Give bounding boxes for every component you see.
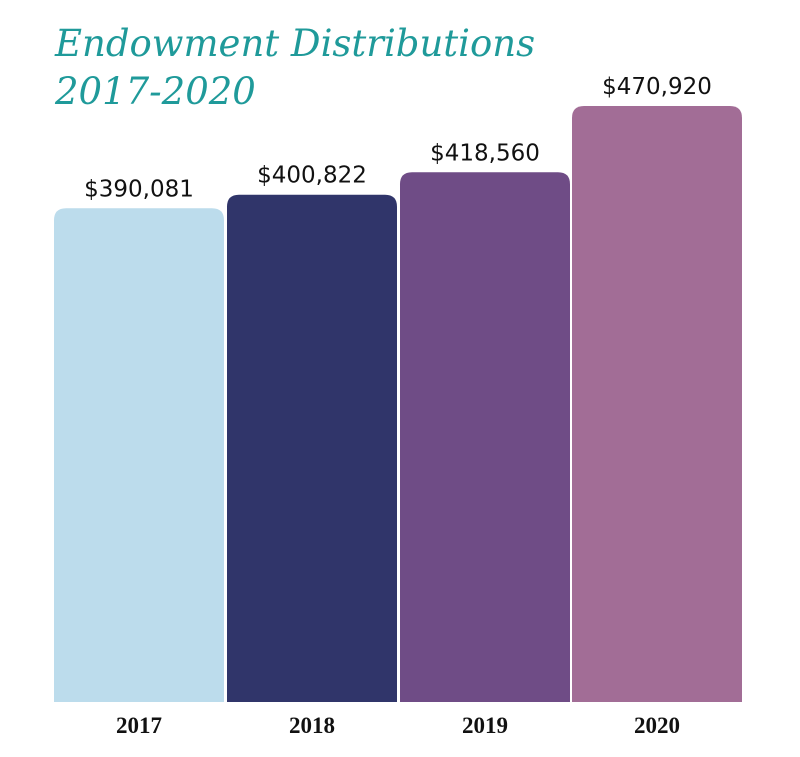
category-label-2018: 2018 (289, 713, 335, 738)
bar-2020 (572, 106, 742, 702)
category-label-2019: 2019 (462, 713, 508, 738)
chart-title-line-1: Endowment Distributions (54, 22, 535, 65)
bar-2019 (400, 172, 570, 703)
chart-title-line-2: 2017-2020 (54, 70, 256, 113)
category-label-2017: 2017 (116, 713, 162, 738)
bar-2018 (227, 194, 397, 703)
bars-group: $390,081 2017 $400,822 2018 $418,560 2019 $470… (54, 74, 742, 738)
value-label-2017: $390,081 (84, 176, 194, 202)
bar-2017 (54, 208, 224, 702)
value-label-2019: $418,560 (430, 140, 540, 166)
value-label-2018: $400,822 (257, 163, 367, 189)
value-label-2020: $470,920 (602, 74, 712, 100)
category-label-2020: 2020 (634, 713, 680, 738)
